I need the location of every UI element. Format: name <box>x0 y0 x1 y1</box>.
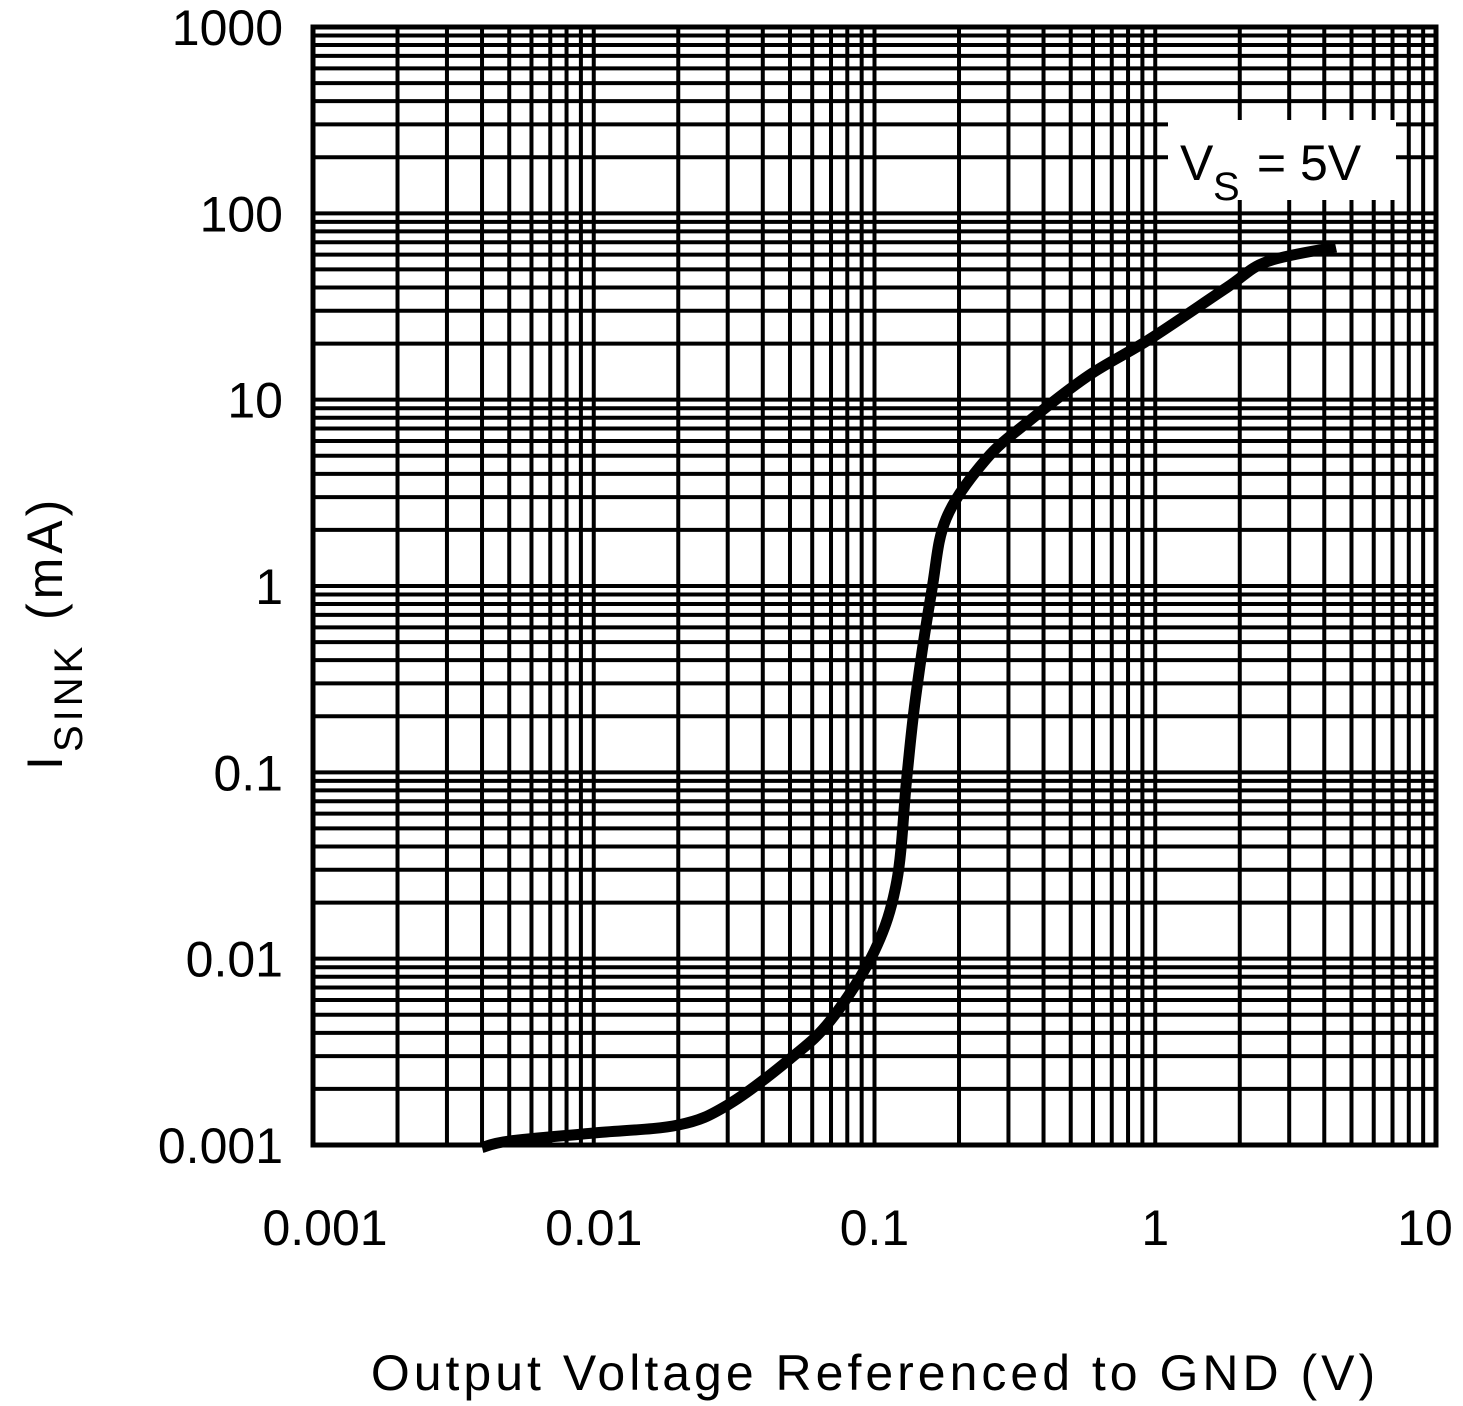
y-tick-label: 1 <box>255 559 283 615</box>
x-tick-label: 1 <box>1141 1200 1169 1256</box>
y-axis-title-main: I <box>17 752 73 770</box>
x-axis-title: Output Voltage Referenced to GND (V) <box>371 1345 1379 1401</box>
grid <box>310 24 1439 1148</box>
x-tick-label: 0.01 <box>545 1200 642 1256</box>
y-axis-title-unit: (mA) <box>17 496 73 620</box>
y-tick-label: 0.01 <box>186 932 283 988</box>
y-tick-label: 100 <box>200 186 283 242</box>
annotation-background <box>1168 120 1396 200</box>
y-tick-labels: 0.001 0.01 0.1 1 10 100 1000 <box>158 0 283 1174</box>
annotation-vs: V S = 5V <box>1168 120 1396 209</box>
annotation-rest: = 5V <box>1243 135 1362 191</box>
x-tick-label: 0.1 <box>840 1200 910 1256</box>
x-tick-label: 10 <box>1397 1200 1453 1256</box>
y-axis-title: I SINK (mA) <box>17 496 91 770</box>
series-line <box>480 241 1338 1153</box>
y-tick-label: 10 <box>227 373 283 429</box>
annotation-main: V <box>1180 135 1214 191</box>
x-tick-label: 0.001 <box>262 1200 387 1256</box>
y-tick-label: 0.1 <box>213 745 283 801</box>
y-tick-label: 0.001 <box>158 1118 283 1174</box>
y-axis-title-subscript: SINK <box>47 643 91 752</box>
x-tick-labels: 0.001 0.01 0.1 1 10 <box>262 1200 1452 1256</box>
y-tick-label: 1000 <box>172 0 283 56</box>
series-curve <box>480 241 1338 1153</box>
annotation-subscript: S <box>1213 165 1240 209</box>
plot-frame <box>310 24 1439 1148</box>
